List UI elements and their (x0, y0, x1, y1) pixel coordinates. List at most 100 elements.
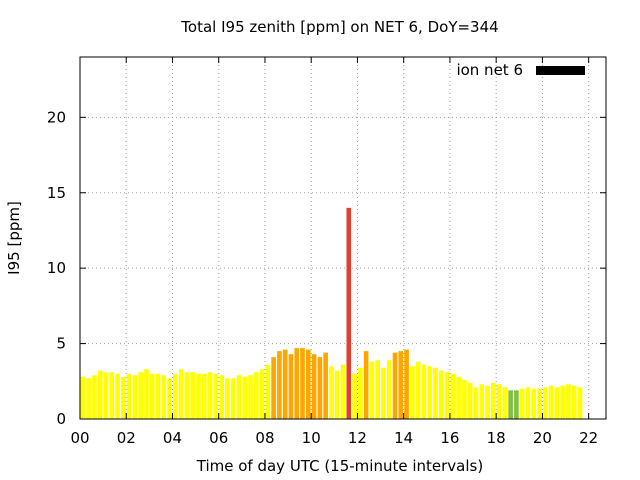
bar (184, 372, 190, 419)
x-tick-label: 00 (70, 429, 89, 447)
bar (306, 349, 311, 419)
bar (340, 364, 346, 419)
y-tick-label: 15 (47, 184, 66, 202)
bar (311, 354, 317, 419)
bar (456, 376, 461, 419)
y-axis-label: I95 [ppm] (5, 201, 23, 275)
bar (219, 375, 224, 419)
bar (519, 388, 525, 419)
x-tick-label: 02 (117, 429, 136, 447)
bar (485, 385, 490, 419)
bar (132, 375, 138, 419)
y-tick-labels: 0 5 10 15 20 (47, 108, 66, 428)
bar (138, 372, 144, 419)
bar (410, 366, 415, 419)
plot-frame (79, 56, 607, 420)
bar (398, 351, 404, 419)
bar (236, 375, 242, 419)
bar (514, 390, 519, 419)
y-tick-label: 20 (47, 108, 66, 126)
bar (473, 387, 479, 419)
bar (161, 375, 167, 419)
bar (329, 366, 334, 419)
legend-label: ion net 6 (456, 61, 523, 79)
bar (467, 382, 473, 419)
bar (490, 382, 496, 419)
bar (173, 373, 178, 419)
x-tick-labels: 00 02 04 06 08 10 12 14 16 18 20 22 (70, 429, 598, 447)
bar (282, 349, 288, 419)
bar (358, 367, 363, 419)
bar (571, 385, 577, 419)
x-axis-label: Time of day UTC (15-minute intervals) (196, 457, 483, 475)
bar (352, 373, 357, 419)
grid (80, 57, 606, 419)
bar (300, 348, 305, 419)
bar (317, 357, 323, 419)
bar (566, 384, 571, 419)
axis-ticks (79, 57, 606, 420)
bar (213, 373, 219, 419)
bar (392, 352, 398, 419)
bar (479, 384, 485, 419)
bar (415, 361, 421, 419)
bar (346, 207, 352, 419)
bar (121, 376, 126, 419)
bar (144, 369, 149, 419)
bar (496, 384, 502, 419)
bar (462, 379, 467, 419)
x-tick-label: 08 (255, 429, 274, 447)
x-tick-label: 16 (440, 429, 459, 447)
bar (80, 376, 86, 419)
bar (294, 348, 300, 419)
bar (548, 385, 554, 419)
bar (253, 372, 259, 419)
bar (201, 373, 207, 419)
bar (427, 366, 433, 419)
bar (323, 352, 328, 419)
x-tick-label: 14 (394, 429, 413, 447)
bar (502, 387, 508, 419)
bar (577, 387, 583, 419)
bar (190, 372, 196, 419)
x-tick-label: 10 (302, 429, 321, 447)
bar (242, 376, 248, 419)
bar (265, 364, 271, 419)
bar (155, 373, 161, 419)
legend-swatch (536, 66, 585, 75)
bar (375, 360, 380, 419)
bar (531, 388, 537, 419)
y-tick-label: 5 (56, 335, 66, 353)
bar (97, 370, 103, 419)
bar (334, 370, 340, 419)
bar (277, 351, 282, 419)
x-tick-label: 18 (487, 429, 506, 447)
x-tick-label: 22 (579, 429, 598, 447)
bar (126, 373, 132, 419)
x-tick-label: 06 (209, 429, 228, 447)
bar (450, 373, 456, 419)
bar (109, 372, 115, 419)
x-tick-label: 20 (533, 429, 552, 447)
x-tick-label: 12 (348, 429, 367, 447)
bar (196, 373, 201, 419)
bar (433, 367, 438, 419)
bar (444, 372, 450, 419)
bar (149, 373, 155, 419)
bar (86, 378, 91, 419)
bar (92, 375, 97, 419)
chart-title: Total I95 zenith [ppm] on NET 6, DoY=344 (180, 18, 498, 36)
bar (508, 390, 513, 419)
bar (225, 378, 230, 419)
y-tick-label: 10 (47, 259, 66, 277)
bar (421, 364, 427, 419)
bar (381, 367, 386, 419)
bar (259, 369, 265, 419)
y-tick-label: 0 (56, 410, 66, 428)
bar (542, 387, 548, 419)
bar (438, 370, 444, 419)
legend: ion net 6 (456, 61, 585, 79)
bar (525, 387, 531, 419)
bar (207, 372, 213, 419)
bar (230, 378, 236, 419)
